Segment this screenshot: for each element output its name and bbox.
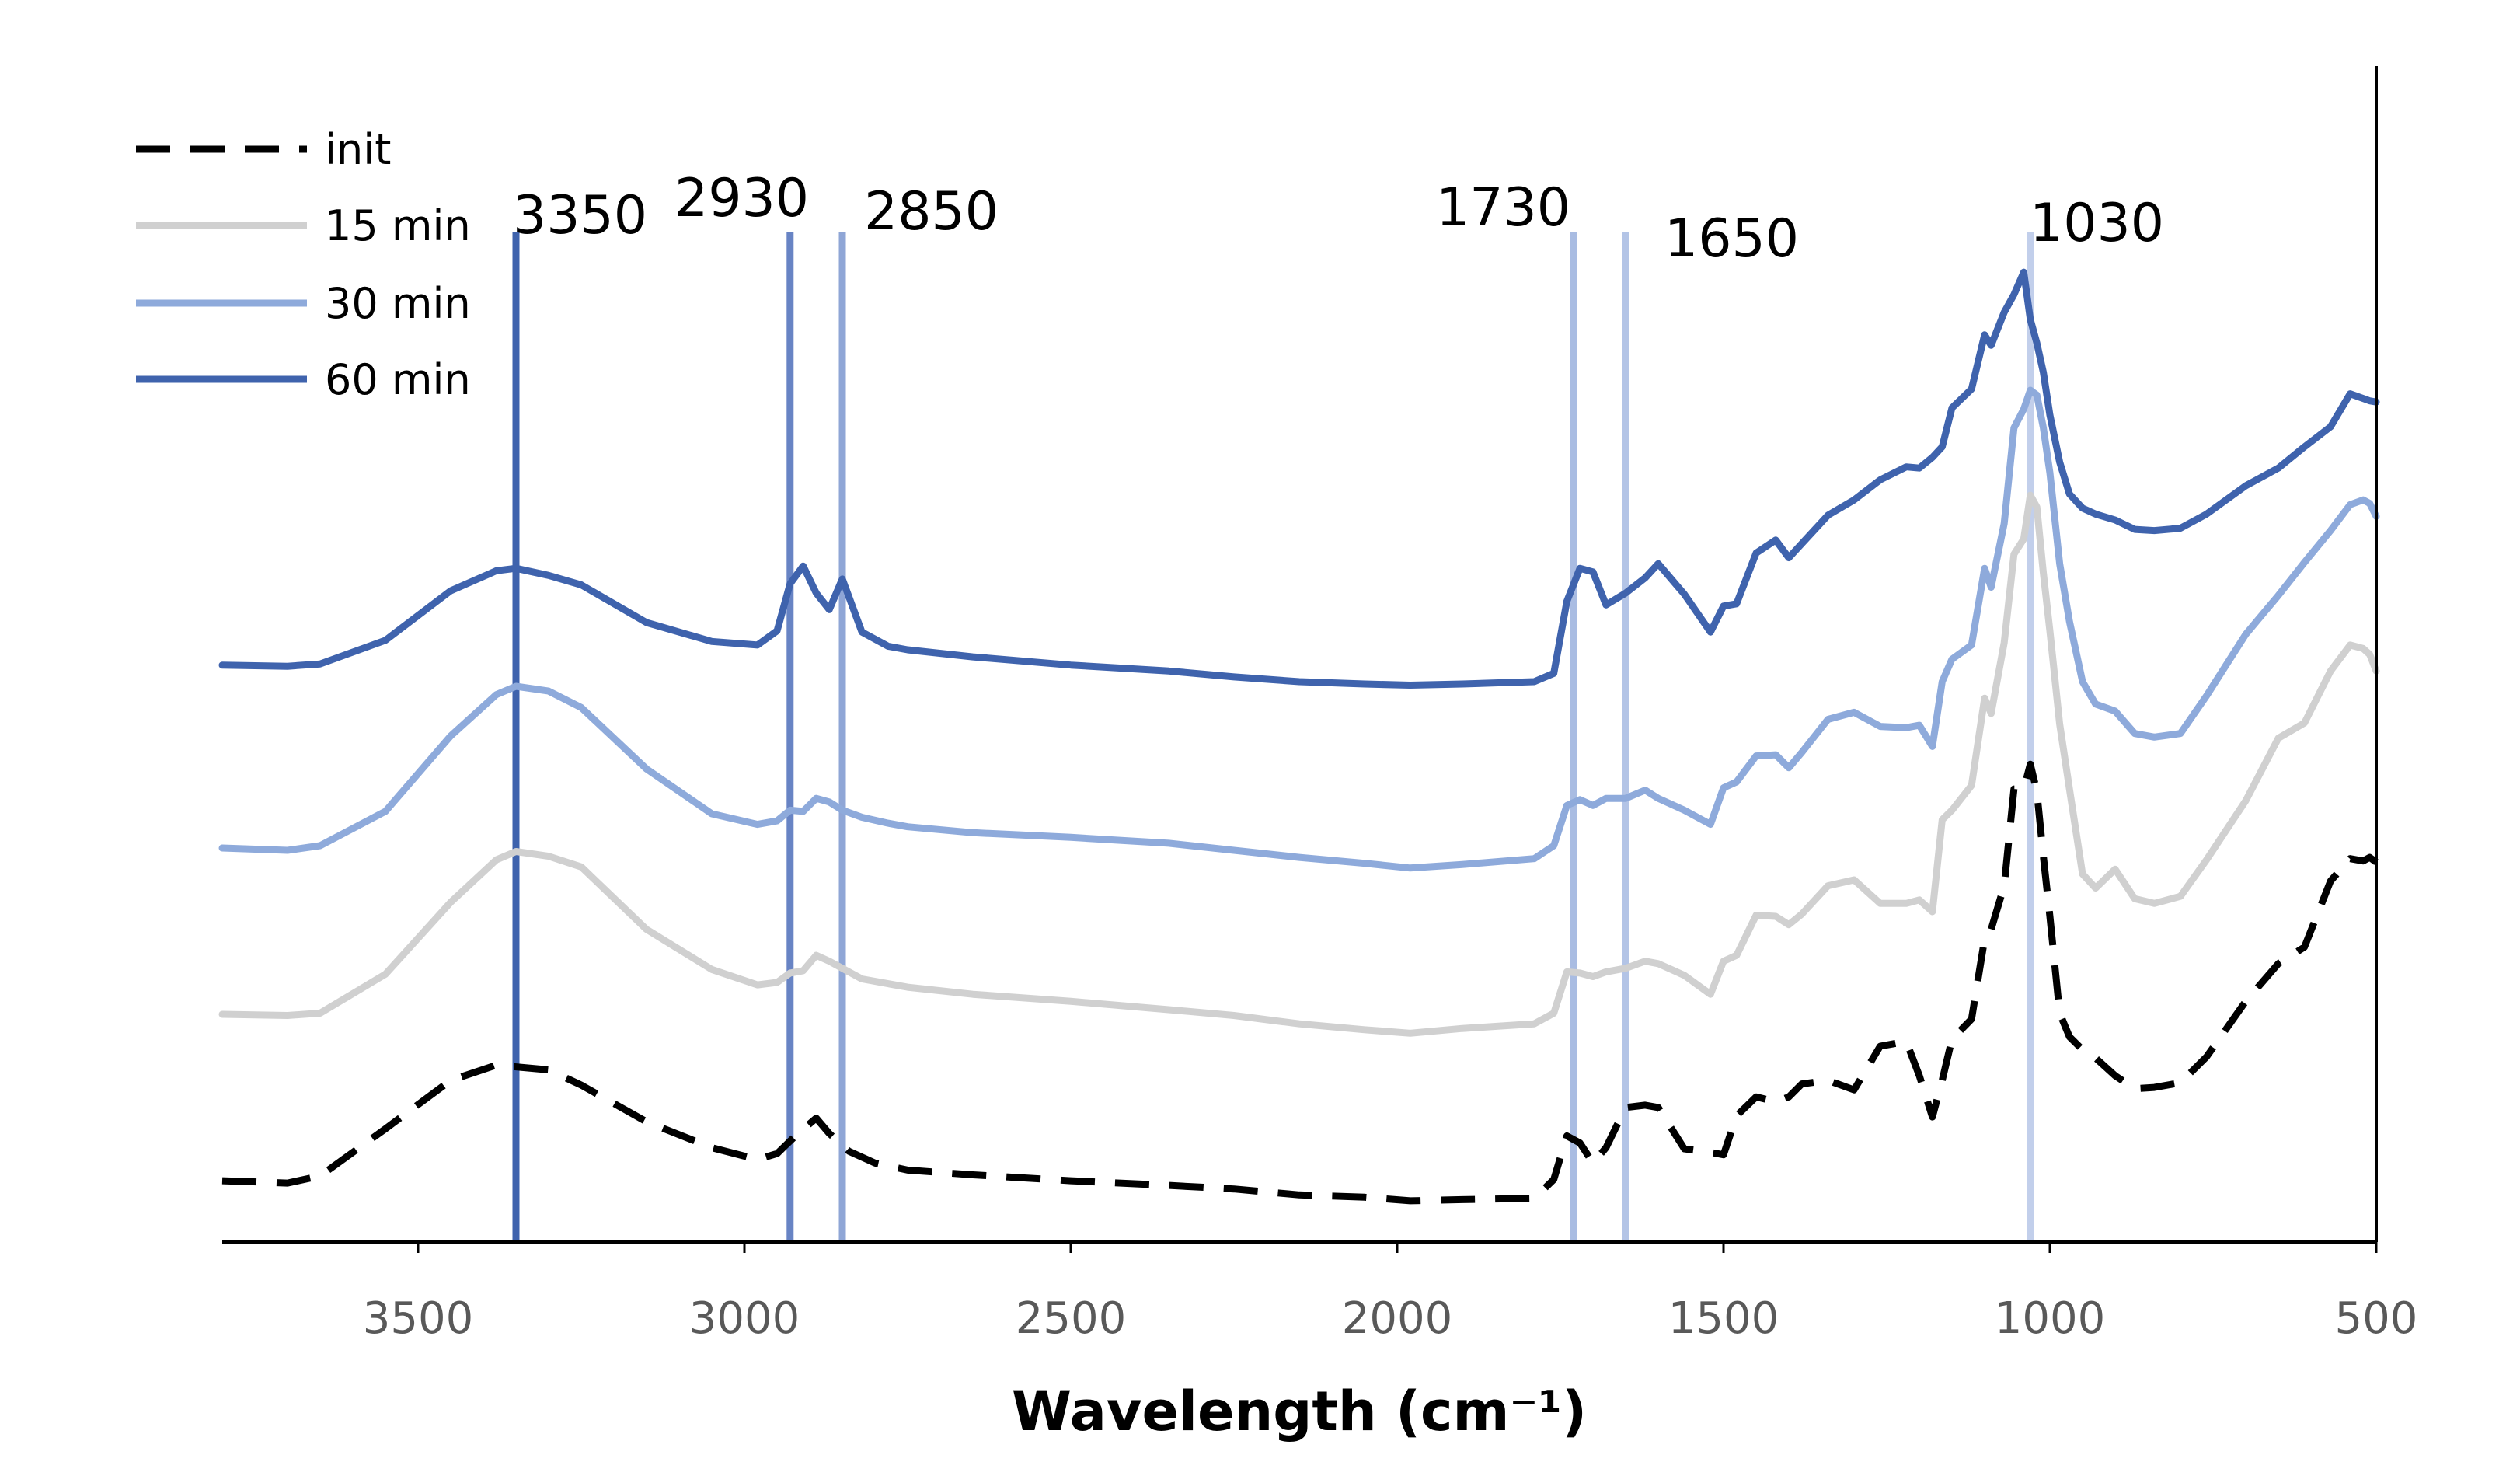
legend-label-init: init xyxy=(325,125,391,174)
legend-label-30-min: 30 min xyxy=(325,279,471,328)
x-tick-label-3500: 3500 xyxy=(363,1293,474,1344)
x-axis-title: Wavelength (cm⁻¹) xyxy=(1012,1380,1587,1443)
x-tick-label-1000: 1000 xyxy=(1995,1293,2106,1344)
series-line-30-min xyxy=(218,386,2380,872)
peak-label-2930: 2930 xyxy=(674,168,809,229)
peak-label-1030: 1030 xyxy=(2030,193,2164,254)
x-tick-label-1500: 1500 xyxy=(1668,1293,1779,1344)
x-tick-label-2500: 2500 xyxy=(1016,1293,1127,1344)
legend-label-60-min: 60 min xyxy=(325,355,471,404)
x-tick-label-500: 500 xyxy=(2335,1293,2418,1344)
legend: init 15 min 30 min 60 min xyxy=(136,125,471,404)
x-tick-label-3000: 3000 xyxy=(689,1293,800,1344)
peak-label-3350: 3350 xyxy=(513,185,647,246)
peak-label-1650: 1650 xyxy=(1664,208,1799,270)
peak-label-1730: 1730 xyxy=(1436,177,1570,239)
series-line-15-min xyxy=(218,491,2380,1037)
legend-label-15-min: 15 min xyxy=(325,201,471,250)
peak-labels: 3350 2930 2850 1730 1650 1030 xyxy=(513,168,2164,270)
axes xyxy=(222,66,2378,1244)
peak-label-2850: 2850 xyxy=(864,181,999,243)
x-ticks: 3500 3000 2500 2000 1500 1000 500 xyxy=(363,1242,2418,1344)
peak-lines xyxy=(512,232,2034,1242)
x-tick-label-2000: 2000 xyxy=(1342,1293,1453,1344)
series-line-init xyxy=(221,760,2379,1205)
series-line-60-min xyxy=(218,268,2380,689)
series-layer xyxy=(218,268,2380,1205)
